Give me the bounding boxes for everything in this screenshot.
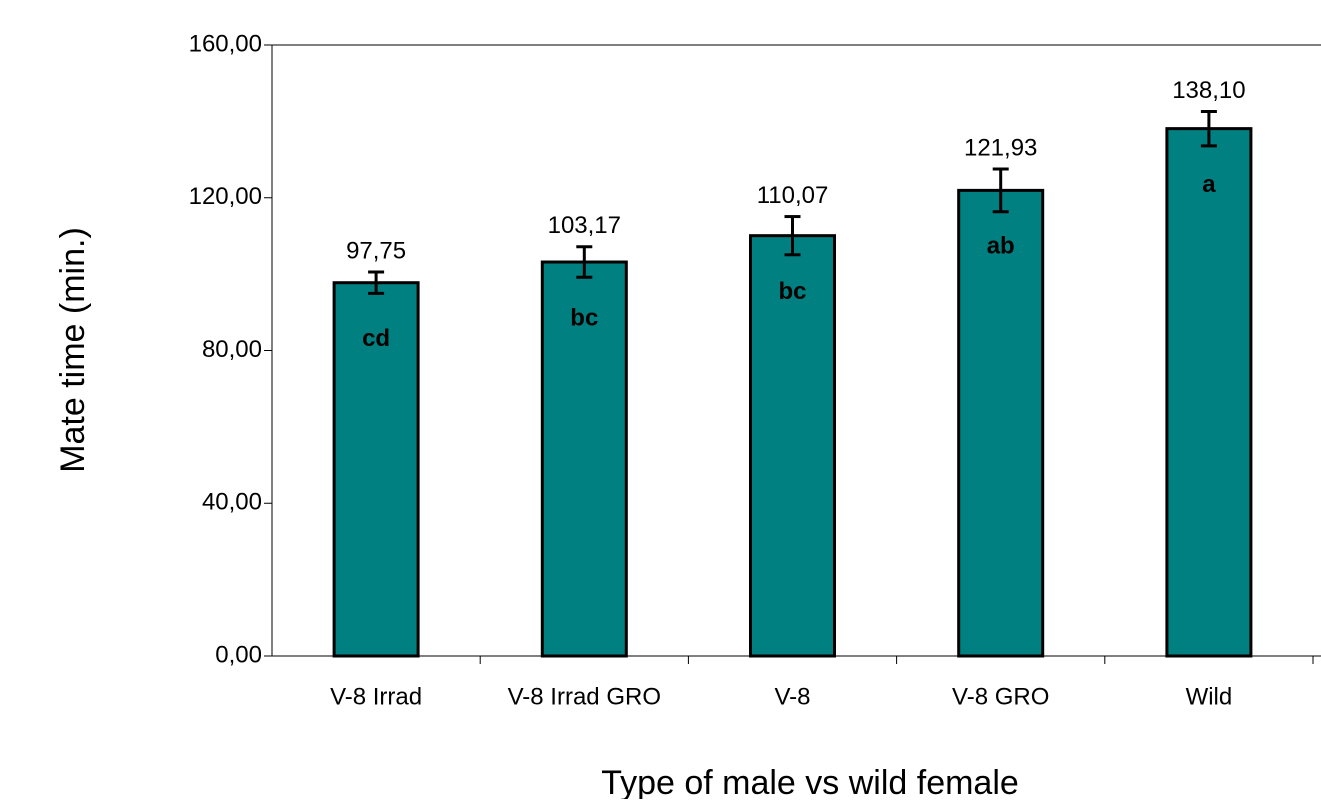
x-tick-label: V-8 Irrad (330, 683, 422, 710)
error-bar (576, 245, 593, 279)
significance-letter: ab (987, 233, 1015, 260)
value-label: 110,07 (757, 182, 829, 209)
x-tick-label: V-8 Irrad GRO (508, 683, 661, 710)
significance-letter: a (1202, 171, 1216, 198)
error-bar (1200, 109, 1217, 148)
y-tick-label: 40,00 (202, 489, 262, 516)
value-label: 97,75 (346, 237, 406, 264)
x-tick-label: V-8 GRO (952, 683, 1049, 710)
bar (957, 188, 1045, 658)
error-bar (992, 167, 1009, 214)
error-bar (368, 270, 385, 295)
y-tick-label: 120,00 (189, 183, 262, 210)
bar (749, 234, 836, 658)
value-label: 121,93 (964, 134, 1037, 161)
x-tick-label: V-8 (774, 683, 810, 710)
value-label: 138,10 (1172, 77, 1245, 104)
significance-letter: cd (362, 325, 390, 352)
significance-letter: bc (778, 278, 806, 305)
y-tick-label: 0,00 (215, 641, 262, 668)
value-label: 103,17 (548, 212, 621, 239)
y-axis-title: Mate time (min.) (54, 227, 92, 473)
y-tick-label: 160,00 (189, 30, 262, 57)
error-bar (784, 215, 801, 257)
x-tick-label: Wild (1186, 683, 1233, 710)
bar (1165, 127, 1253, 658)
significance-letter: bc (570, 304, 598, 331)
bar (540, 260, 628, 658)
x-axis-title: Type of male vs wild female (601, 764, 1019, 799)
bar (332, 281, 420, 658)
y-tick-label: 80,00 (202, 336, 262, 363)
